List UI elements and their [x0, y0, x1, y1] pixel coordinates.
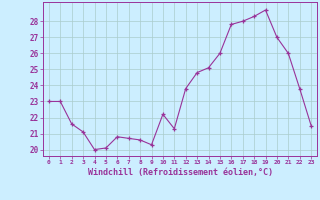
X-axis label: Windchill (Refroidissement éolien,°C): Windchill (Refroidissement éolien,°C)	[87, 168, 273, 177]
